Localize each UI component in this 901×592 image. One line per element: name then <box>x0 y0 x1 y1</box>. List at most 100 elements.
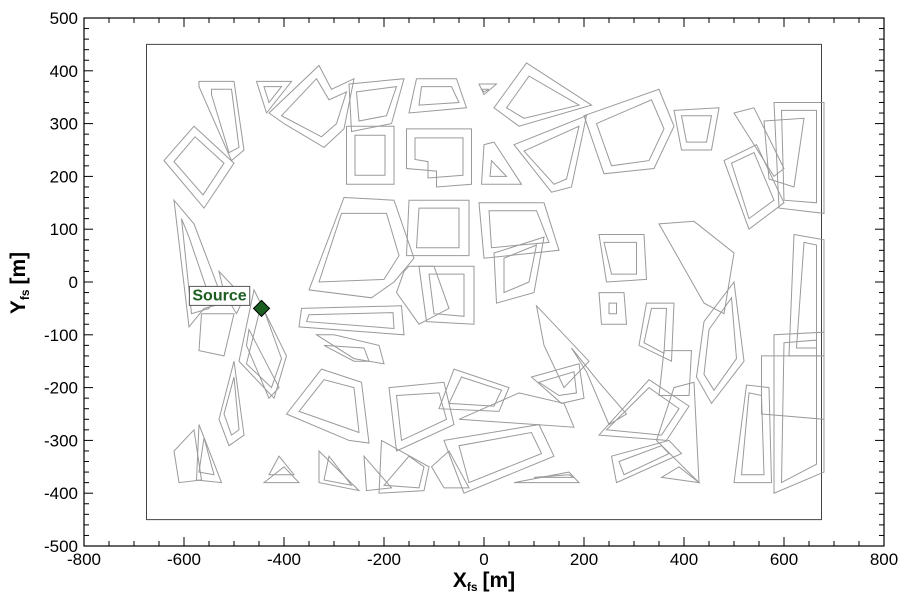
y-tick-label: -200 <box>44 379 78 398</box>
y-tick-label: -100 <box>44 326 78 345</box>
building-outline-32 <box>405 199 470 257</box>
building-outline-85 <box>673 107 720 151</box>
source-marker-group: Source <box>188 285 271 318</box>
building-outline-100 <box>598 292 628 325</box>
building-outline-5 <box>280 77 348 138</box>
building-outline-13 <box>505 75 581 119</box>
building-outline-8 <box>408 78 468 114</box>
building-outline-105 <box>173 428 203 484</box>
building-outline-60 <box>198 437 215 476</box>
building-outline-14 <box>163 125 235 209</box>
building-outline-104 <box>603 241 637 275</box>
source-marker <box>252 299 271 318</box>
building-outline-75 <box>610 439 683 484</box>
y-tick-label: -400 <box>44 484 78 503</box>
x-axis-title-main: X <box>453 569 467 592</box>
domain-boundary <box>146 43 822 521</box>
building-outline-4 <box>268 64 355 149</box>
building-outline-89 <box>788 233 825 357</box>
building-outline-65 <box>458 392 575 428</box>
x-axis-ticks: -800 -600 -400 -200 0 200 400 600 800 <box>67 18 898 569</box>
y-axis-title-unit: [m] <box>7 252 30 285</box>
building-outline-52 <box>378 439 430 494</box>
building-outline-99 <box>658 350 693 396</box>
building-outline-101 <box>608 302 617 315</box>
building-outline-38 <box>428 273 465 317</box>
building-outline-64 <box>245 301 283 389</box>
building-outline-54 <box>318 449 361 492</box>
building-outline-37 <box>418 265 475 325</box>
building-outline-46 <box>298 379 360 434</box>
building-outline-63 <box>238 288 288 400</box>
x-tick-label: 400 <box>670 550 698 569</box>
building-outline-16 <box>346 125 395 185</box>
building-outline-41 <box>583 88 675 175</box>
domain-boundary-layer <box>146 43 822 521</box>
building-outline-66 <box>443 424 555 494</box>
y-axis-title: Yfs [m] <box>7 252 32 314</box>
building-outline-44 <box>323 344 370 362</box>
y-tick-label: 0 <box>69 273 78 292</box>
building-outline-53 <box>382 455 425 489</box>
building-outline-31 <box>305 312 395 330</box>
building-outline-67 <box>458 431 543 484</box>
building-outline-92 <box>773 331 825 494</box>
building-outline-9 <box>418 86 460 106</box>
y-tick-label: 500 <box>50 9 78 28</box>
y-tick-label: 100 <box>50 220 78 239</box>
building-outline-49 <box>438 368 510 412</box>
x-axis-title: Xfs [m] <box>453 569 515 592</box>
x-tick-label: 800 <box>870 550 898 569</box>
building-outline-11 <box>480 88 490 93</box>
building-outline-80 <box>658 220 735 315</box>
building-outline-43 <box>314 334 385 365</box>
building-outline-103 <box>598 234 648 283</box>
x-axis-title-sub: fs <box>467 580 478 592</box>
building-outline-21 <box>489 159 508 177</box>
x-tick-label: 600 <box>770 550 798 569</box>
x-axis-title-unit: [m] <box>483 569 516 592</box>
building-outline-15 <box>173 136 225 196</box>
building-outline-48 <box>395 392 448 442</box>
building-outline-51 <box>430 450 470 489</box>
building-outline-12 <box>493 62 593 127</box>
building-outline-20 <box>480 141 523 185</box>
building-outline-84 <box>733 107 785 178</box>
building-outline-27 <box>245 327 280 400</box>
building-outline-22 <box>513 114 588 193</box>
x-tick-label: -200 <box>367 550 401 569</box>
building-outline-73 <box>597 379 690 441</box>
y-tick-label: 200 <box>50 167 78 186</box>
building-outline-62 <box>223 376 240 436</box>
x-tick-label: -600 <box>167 550 201 569</box>
source-label: Source <box>192 287 246 304</box>
building-outline-77 <box>660 466 701 484</box>
building-outline-70 <box>530 363 585 404</box>
building-outline-35 <box>478 202 560 259</box>
building-outline-30 <box>298 305 405 336</box>
building-outline-18 <box>406 128 472 188</box>
building-outline-95 <box>740 392 765 476</box>
building-outline-45 <box>285 368 370 444</box>
x-tick-label: 0 <box>479 550 488 569</box>
building-outline-17 <box>354 134 386 176</box>
building-outline-74 <box>605 386 680 436</box>
building-outline-87 <box>773 102 825 214</box>
building-outline-1 <box>211 88 240 154</box>
building-outline-3 <box>263 86 283 104</box>
building-outline-29 <box>318 212 400 283</box>
y-tick-label: -300 <box>44 431 78 450</box>
building-outline-56 <box>363 454 393 492</box>
y-tick-label: 300 <box>50 115 78 134</box>
building-outline-61 <box>218 361 245 447</box>
building-outline-19 <box>414 137 464 179</box>
building-outline-58 <box>262 466 301 484</box>
building-outline-7 <box>355 85 398 122</box>
building-outline-28 <box>308 196 415 299</box>
building-outline-57 <box>268 455 296 476</box>
y-axis-ticks: -500 -400 -300 -200 -100 0 100 200 300 400 500 <box>44 9 884 556</box>
building-outline-94 <box>733 384 773 484</box>
building-outline-82 <box>730 151 775 220</box>
y-axis-title-main: Y <box>7 300 30 314</box>
